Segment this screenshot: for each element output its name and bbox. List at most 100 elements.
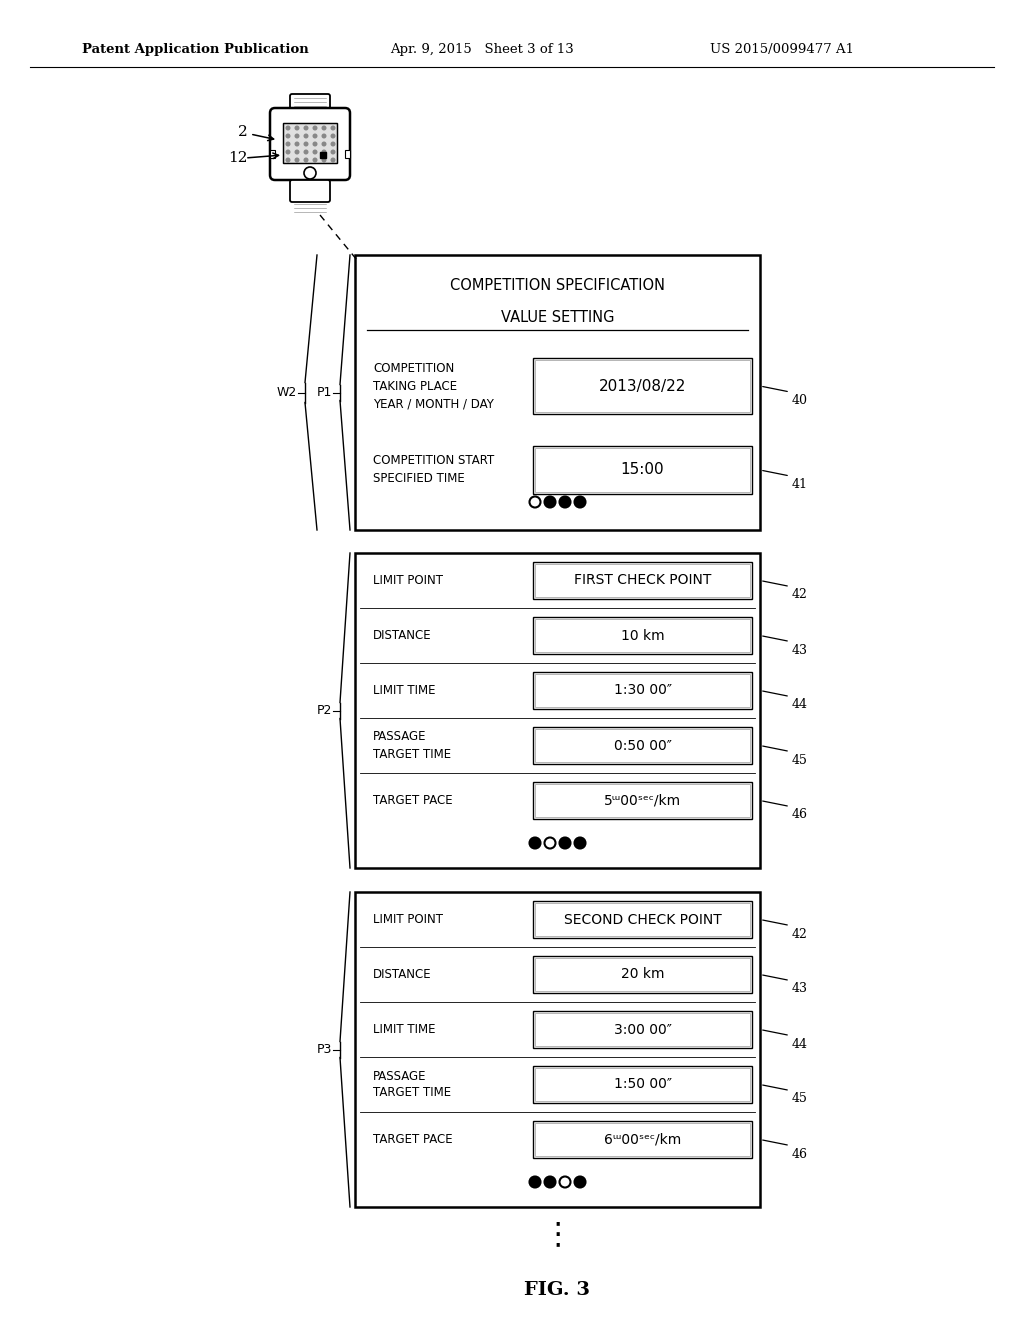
Text: 43: 43	[792, 644, 808, 656]
Text: US 2015/0099477 A1: US 2015/0099477 A1	[710, 44, 854, 57]
Circle shape	[323, 158, 326, 162]
Circle shape	[286, 143, 290, 145]
Circle shape	[529, 496, 541, 507]
Circle shape	[574, 496, 586, 507]
Bar	[534, 446, 752, 494]
Circle shape	[304, 168, 316, 180]
Text: 1:50 00″: 1:50 00″	[613, 1077, 672, 1092]
Bar	[534, 1065, 752, 1104]
Text: FIG. 3: FIG. 3	[524, 1280, 591, 1299]
Circle shape	[331, 127, 335, 129]
Bar	[355, 553, 760, 869]
Text: 42: 42	[792, 589, 808, 602]
Bar	[534, 562, 752, 599]
Circle shape	[529, 1176, 541, 1188]
Circle shape	[323, 143, 326, 145]
Bar	[270, 150, 275, 158]
Circle shape	[286, 150, 290, 154]
Bar	[355, 892, 760, 1206]
Bar	[534, 900, 752, 939]
Circle shape	[323, 127, 326, 129]
Circle shape	[574, 837, 586, 849]
FancyBboxPatch shape	[290, 180, 330, 202]
Circle shape	[545, 1176, 555, 1188]
Bar	[535, 1068, 750, 1101]
Text: LIMIT TIME: LIMIT TIME	[373, 1023, 435, 1036]
Bar	[535, 447, 750, 492]
Text: 43: 43	[792, 982, 808, 995]
Text: 6ᵚ00ˢᵉᶜ/km: 6ᵚ00ˢᵉᶜ/km	[604, 1133, 681, 1147]
Circle shape	[529, 837, 541, 849]
Text: 15:00: 15:00	[621, 462, 665, 478]
Text: 2: 2	[238, 125, 248, 139]
Bar	[534, 616, 752, 655]
Circle shape	[313, 150, 316, 154]
FancyBboxPatch shape	[290, 94, 330, 114]
Bar	[534, 956, 752, 993]
Text: PASSAGE
TARGET TIME: PASSAGE TARGET TIME	[373, 730, 452, 760]
Text: COMPETITION SPECIFICATION: COMPETITION SPECIFICATION	[450, 277, 665, 293]
Text: 3:00 00″: 3:00 00″	[613, 1023, 672, 1036]
Text: 46: 46	[792, 808, 808, 821]
Bar	[535, 729, 750, 762]
Bar	[535, 673, 750, 708]
Text: PASSAGE
TARGET TIME: PASSAGE TARGET TIME	[373, 1069, 452, 1100]
FancyBboxPatch shape	[270, 108, 350, 180]
Circle shape	[295, 150, 299, 154]
Text: VALUE SETTING: VALUE SETTING	[501, 293, 614, 325]
Text: DISTANCE: DISTANCE	[373, 630, 432, 642]
Text: 40: 40	[792, 393, 808, 407]
Circle shape	[304, 143, 308, 145]
Circle shape	[559, 837, 570, 849]
Circle shape	[313, 127, 316, 129]
Text: 44: 44	[792, 698, 808, 711]
Text: Patent Application Publication: Patent Application Publication	[82, 44, 309, 57]
Text: COMPETITION START
SPECIFIED TIME: COMPETITION START SPECIFIED TIME	[373, 454, 495, 486]
Bar	[345, 150, 350, 158]
Circle shape	[286, 135, 290, 137]
Bar	[355, 255, 760, 531]
Bar	[535, 958, 750, 991]
Circle shape	[286, 127, 290, 129]
Bar	[534, 1121, 752, 1158]
Text: W2: W2	[276, 385, 297, 399]
Circle shape	[295, 143, 299, 145]
Circle shape	[295, 135, 299, 137]
Bar	[283, 123, 337, 162]
Bar	[534, 727, 752, 764]
Text: 5ᵚ00ˢᵉᶜ/km: 5ᵚ00ˢᵉᶜ/km	[604, 793, 681, 808]
Text: DISTANCE: DISTANCE	[373, 968, 432, 981]
Circle shape	[559, 496, 570, 507]
Bar	[535, 360, 750, 412]
Text: LIMIT TIME: LIMIT TIME	[373, 684, 435, 697]
Circle shape	[545, 837, 555, 849]
Text: 45: 45	[792, 754, 808, 767]
Circle shape	[313, 135, 316, 137]
Circle shape	[304, 150, 308, 154]
Circle shape	[574, 1176, 586, 1188]
Text: LIMIT POINT: LIMIT POINT	[373, 574, 443, 587]
Circle shape	[323, 135, 326, 137]
Bar	[319, 152, 326, 158]
Text: Apr. 9, 2015   Sheet 3 of 13: Apr. 9, 2015 Sheet 3 of 13	[390, 44, 573, 57]
Text: 42: 42	[792, 928, 808, 940]
Text: 44: 44	[792, 1038, 808, 1051]
Bar	[283, 123, 337, 162]
Circle shape	[313, 158, 316, 162]
Circle shape	[313, 143, 316, 145]
Bar	[535, 619, 750, 652]
Circle shape	[559, 1176, 570, 1188]
Circle shape	[331, 143, 335, 145]
Bar	[535, 1123, 750, 1156]
Text: P2: P2	[316, 704, 332, 717]
Text: ⋮: ⋮	[543, 1221, 572, 1250]
Text: TARGET PACE: TARGET PACE	[373, 1133, 453, 1146]
Text: P1: P1	[316, 385, 332, 399]
Circle shape	[331, 150, 335, 154]
Text: 45: 45	[792, 1093, 808, 1106]
Bar	[534, 358, 752, 414]
Circle shape	[331, 135, 335, 137]
Bar	[534, 1011, 752, 1048]
Text: TARGET PACE: TARGET PACE	[373, 795, 453, 807]
Circle shape	[545, 496, 555, 507]
